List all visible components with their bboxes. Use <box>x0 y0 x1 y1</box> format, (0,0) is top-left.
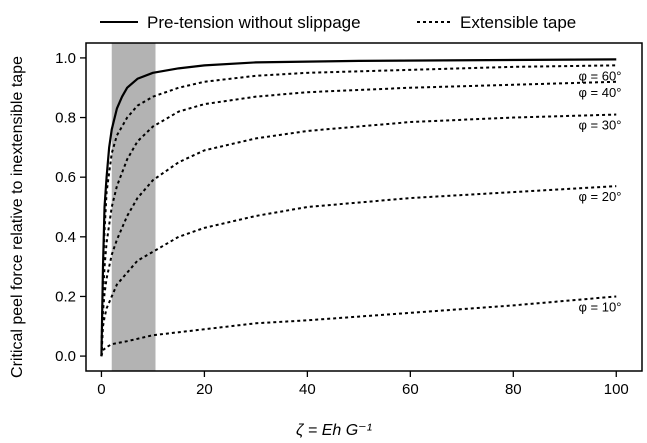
series-layer <box>100 58 617 357</box>
curve-annotation-1: φ = 60° <box>579 68 622 83</box>
x-tick-label: 60 <box>402 381 419 398</box>
y-axis-title: Critical peel force relative to inextens… <box>9 56 26 378</box>
x-axis-title: ζ = Eh G⁻¹ <box>296 422 372 439</box>
shaded-region <box>111 43 156 371</box>
legend: Pre-tension without slippage Extensible t… <box>100 13 576 32</box>
x-tick-label: 100 <box>604 381 629 398</box>
y-tick-label: 0.6 <box>55 169 76 186</box>
curve-annotation-2: φ = 40° <box>579 85 622 100</box>
x-tick-label: 80 <box>505 381 522 398</box>
y-tick-label: 0.4 <box>55 229 76 246</box>
y-axis: 0.0 0.2 0.4 0.6 0.8 1.0 <box>55 50 86 365</box>
legend-label-0: Pre-tension without slippage <box>147 13 361 32</box>
y-tick-label: 1.0 <box>55 50 76 67</box>
annotation-layer: φ = 60° φ = 40° φ = 30° φ = 20° φ = 10° <box>579 68 622 314</box>
curve-annotation-3: φ = 30° <box>579 118 622 133</box>
shaded-region-layer <box>111 43 156 371</box>
series-line-5 <box>100 295 617 357</box>
legend-label-1: Extensible tape <box>460 13 576 32</box>
x-tick-label: 40 <box>299 381 316 398</box>
series-line-2 <box>100 80 617 357</box>
plot-frame <box>85 42 643 372</box>
y-tick-label: 0.2 <box>55 288 76 305</box>
series-line-0 <box>100 58 617 357</box>
series-line-1 <box>100 64 617 357</box>
x-tick-label: 20 <box>196 381 213 398</box>
curve-annotation-4: φ = 20° <box>579 189 622 204</box>
y-tick-label: 0.8 <box>55 110 76 127</box>
curve-annotation-5: φ = 10° <box>579 299 622 314</box>
y-tick-label: 0.0 <box>55 348 76 365</box>
x-axis: 0 20 40 60 80 100 <box>97 371 629 398</box>
series-line-3 <box>100 113 617 357</box>
x-tick-label: 0 <box>97 381 105 398</box>
series-line-4 <box>100 185 617 357</box>
